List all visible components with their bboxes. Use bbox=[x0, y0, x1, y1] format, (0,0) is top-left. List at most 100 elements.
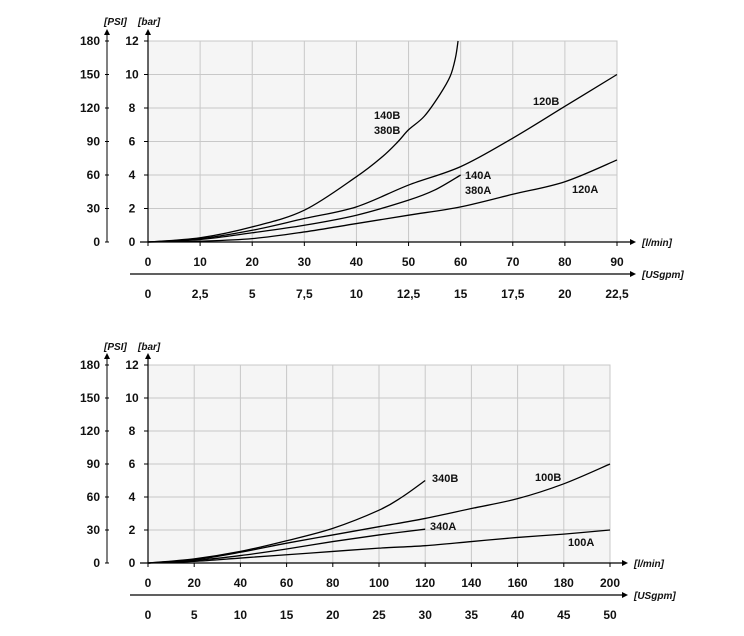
y-tick-label: 2 bbox=[129, 523, 136, 537]
x2-tick-label: 15 bbox=[454, 287, 468, 301]
x-tick-label: 80 bbox=[558, 255, 572, 269]
x-tick-label: 20 bbox=[188, 576, 202, 590]
curve-120b bbox=[147, 73, 618, 243]
x-tick-label: 10 bbox=[193, 255, 207, 269]
x-unit-label: [l/min] bbox=[641, 238, 673, 249]
y-tick-label: 6 bbox=[129, 457, 136, 471]
x2-tick-label: 20 bbox=[558, 287, 572, 301]
x-tick-label: 50 bbox=[402, 255, 416, 269]
y2-tick-label: 120 bbox=[80, 101, 100, 115]
x2-tick-label: 45 bbox=[557, 608, 571, 622]
x2-tick-label: 2,5 bbox=[192, 287, 209, 301]
y-unit-label: [bar] bbox=[137, 342, 161, 353]
x-tick-label: 90 bbox=[610, 255, 624, 269]
y-tick-label: 6 bbox=[129, 135, 136, 149]
curve-label: 140A bbox=[465, 170, 491, 182]
y2-tick-label: 60 bbox=[87, 490, 101, 504]
x-tick-label: 60 bbox=[280, 576, 294, 590]
y-tick-label: 8 bbox=[129, 424, 136, 438]
y2-tick-label: 30 bbox=[87, 523, 101, 537]
x2-tick-label: 5 bbox=[249, 287, 256, 301]
y-axis-arrow bbox=[145, 353, 151, 359]
x2-tick-label: 10 bbox=[350, 287, 364, 301]
curve-120a bbox=[147, 159, 618, 243]
x2-axis-arrow bbox=[630, 271, 636, 277]
y2-tick-label: 180 bbox=[80, 358, 100, 372]
curve-340b bbox=[147, 479, 426, 564]
x-tick-label: 70 bbox=[506, 255, 520, 269]
x2-tick-label: 30 bbox=[419, 608, 433, 622]
y2-tick-label: 180 bbox=[80, 34, 100, 48]
x-tick-label: 30 bbox=[298, 255, 312, 269]
y2-axis-arrow bbox=[104, 353, 110, 359]
x2-tick-label: 12,5 bbox=[397, 287, 421, 301]
chart-bottom: [PSI] [bar][l/min][USgpm]0023046069081201… bbox=[80, 342, 676, 622]
x-axis-arrow bbox=[630, 239, 636, 245]
curve-140a-380a bbox=[147, 174, 461, 243]
curve-label: 380B bbox=[374, 125, 400, 137]
x-tick-label: 100 bbox=[369, 576, 389, 590]
curve-340a bbox=[147, 528, 426, 564]
x2-tick-label: 40 bbox=[511, 608, 525, 622]
y2-tick-label: 90 bbox=[87, 135, 101, 149]
y-tick-label: 12 bbox=[125, 34, 139, 48]
x-tick-label: 200 bbox=[600, 576, 620, 590]
x2-tick-label: 0 bbox=[145, 608, 152, 622]
y2-tick-label: 0 bbox=[93, 556, 100, 570]
x-tick-label: 0 bbox=[145, 255, 152, 269]
x-tick-label: 20 bbox=[246, 255, 260, 269]
chart-top: [PSI] [bar][l/min][USgpm]0023046069081201… bbox=[80, 17, 684, 301]
x-tick-label: 180 bbox=[554, 576, 574, 590]
y-tick-label: 10 bbox=[125, 391, 139, 405]
curve-label: 340B bbox=[432, 473, 458, 485]
y2-unit-label: [PSI] bbox=[103, 17, 127, 28]
x2-tick-label: 5 bbox=[191, 608, 198, 622]
x2-axis-arrow bbox=[622, 592, 628, 598]
x2-tick-label: 10 bbox=[234, 608, 248, 622]
y2-tick-label: 90 bbox=[87, 457, 101, 471]
y-tick-label: 4 bbox=[129, 168, 136, 182]
curve-label: 100B bbox=[535, 472, 561, 484]
curve-label: 120B bbox=[533, 96, 559, 108]
y2-tick-label: 30 bbox=[87, 202, 101, 216]
x-tick-label: 0 bbox=[145, 576, 152, 590]
curve-label: 140B bbox=[374, 110, 400, 122]
x2-tick-label: 0 bbox=[145, 287, 152, 301]
x-tick-label: 160 bbox=[508, 576, 528, 590]
y-tick-label: 0 bbox=[129, 556, 136, 570]
y-tick-label: 0 bbox=[129, 235, 136, 249]
x2-tick-label: 50 bbox=[603, 608, 617, 622]
x2-tick-label: 22,5 bbox=[605, 287, 629, 301]
x2-tick-label: 17,5 bbox=[501, 287, 525, 301]
x-axis-arrow bbox=[622, 560, 628, 566]
y2-tick-label: 150 bbox=[80, 68, 100, 82]
x-tick-label: 120 bbox=[415, 576, 435, 590]
y-axis-arrow bbox=[145, 29, 151, 35]
x-tick-label: 40 bbox=[350, 255, 364, 269]
x-tick-label: 80 bbox=[326, 576, 340, 590]
x-unit-label: [l/min] bbox=[633, 559, 665, 570]
curve-label: 380A bbox=[465, 185, 491, 197]
y2-unit-label: [PSI] bbox=[103, 342, 127, 353]
y-tick-label: 12 bbox=[125, 358, 139, 372]
x2-tick-label: 15 bbox=[280, 608, 294, 622]
y2-tick-label: 120 bbox=[80, 424, 100, 438]
x-tick-label: 60 bbox=[454, 255, 468, 269]
y-tick-label: 2 bbox=[129, 202, 136, 216]
x2-tick-label: 7,5 bbox=[296, 287, 313, 301]
curve-label: 100A bbox=[568, 537, 594, 549]
y-unit-label: [bar] bbox=[137, 17, 161, 28]
curve-label: 340A bbox=[430, 521, 456, 533]
y2-tick-label: 0 bbox=[93, 235, 100, 249]
curve-100a bbox=[147, 529, 611, 564]
x2-unit-label: [USgpm] bbox=[641, 270, 684, 281]
x-tick-label: 40 bbox=[234, 576, 248, 590]
y-tick-label: 4 bbox=[129, 490, 136, 504]
y-tick-label: 8 bbox=[129, 101, 136, 115]
curve-140b-380b bbox=[147, 40, 459, 243]
y2-tick-label: 150 bbox=[80, 391, 100, 405]
curve-100b bbox=[147, 463, 611, 564]
y2-tick-label: 60 bbox=[87, 168, 101, 182]
x2-tick-label: 35 bbox=[465, 608, 479, 622]
